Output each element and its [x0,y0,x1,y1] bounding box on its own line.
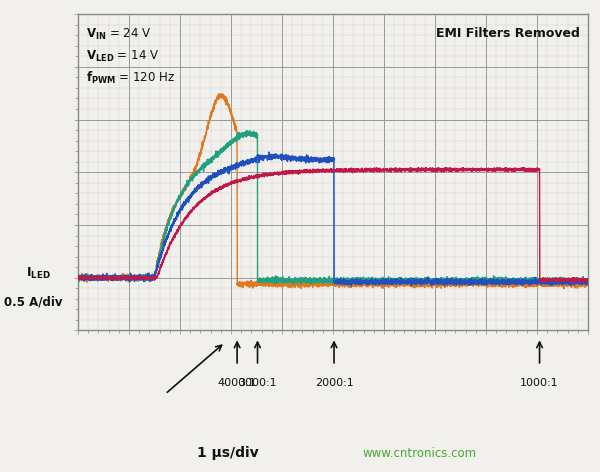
Text: 1 μs/div: 1 μs/div [197,446,259,460]
Text: 0.5 A/div: 0.5 A/div [4,295,62,309]
Text: EMI Filters Removed: EMI Filters Removed [436,27,580,40]
Text: 1000:1: 1000:1 [520,378,559,388]
Text: $\mathbf{f_{PWM}}$ = 120 Hz: $\mathbf{f_{PWM}}$ = 120 Hz [86,69,175,85]
Text: 2000:1: 2000:1 [314,378,353,388]
Text: $\mathbf{I_{LED}}$: $\mathbf{I_{LED}}$ [26,266,52,281]
Text: 3000:1: 3000:1 [238,378,277,388]
Text: www.cntronics.com: www.cntronics.com [363,447,477,460]
Text: 4000:1: 4000:1 [218,378,256,388]
Text: $\mathbf{V_{LED}}$ = 14 V: $\mathbf{V_{LED}}$ = 14 V [86,49,159,64]
Text: $\mathbf{V_{IN}}$ = 24 V: $\mathbf{V_{IN}}$ = 24 V [86,27,151,42]
